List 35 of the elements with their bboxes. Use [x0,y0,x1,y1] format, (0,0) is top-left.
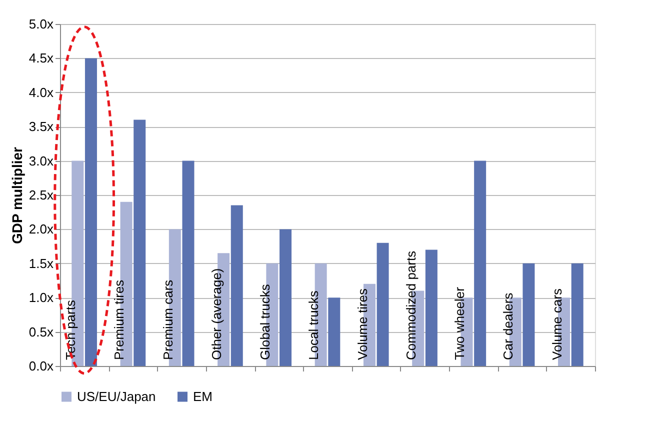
x-tick-label: Volume tires [354,288,370,360]
y-tick-label: 5.0x [28,16,54,32]
bar [376,242,389,366]
y-tick-label: 1.0x [28,290,54,306]
x-tick-label: Global trucks [258,284,273,360]
x-tick-label: Volume cars [549,288,564,360]
y-tick-label: 3.0x [28,153,54,168]
x-tick-label: Local trucks [306,290,322,360]
bar [522,263,535,366]
x-tick-label: Premium tires [112,279,127,360]
y-tick-label: 2.0x [28,222,54,237]
legend-label: US/EU/Japan [77,388,156,404]
bar [84,58,97,366]
x-tick-label: Commodized parts [403,250,418,360]
bar [328,298,340,366]
bar [280,229,292,366]
y-axis-title: GDP multiplier [8,146,25,244]
bar [571,263,584,366]
y-tick-label: 4.0x [28,84,54,100]
bar [425,250,438,366]
bar [134,120,146,366]
y-tick-label: 4.5x [28,50,54,66]
x-tick-label: Car dealers [500,292,516,360]
y-tick-label: 3.5x [28,119,54,134]
x-tick-label: Other (average) [208,268,224,360]
bar [182,160,194,366]
y-tick-label: 0.5x [28,324,54,340]
x-tick-label: Premium cars [160,279,176,360]
y-tick-label: 0.0x [28,358,54,374]
y-tick-label: 1.5x [28,256,54,271]
bar [474,160,486,366]
legend-label: EM [193,388,212,404]
x-tick-label: Two wheeler [452,286,468,360]
bar [230,205,243,366]
y-tick-label: 2.5x [28,188,54,202]
